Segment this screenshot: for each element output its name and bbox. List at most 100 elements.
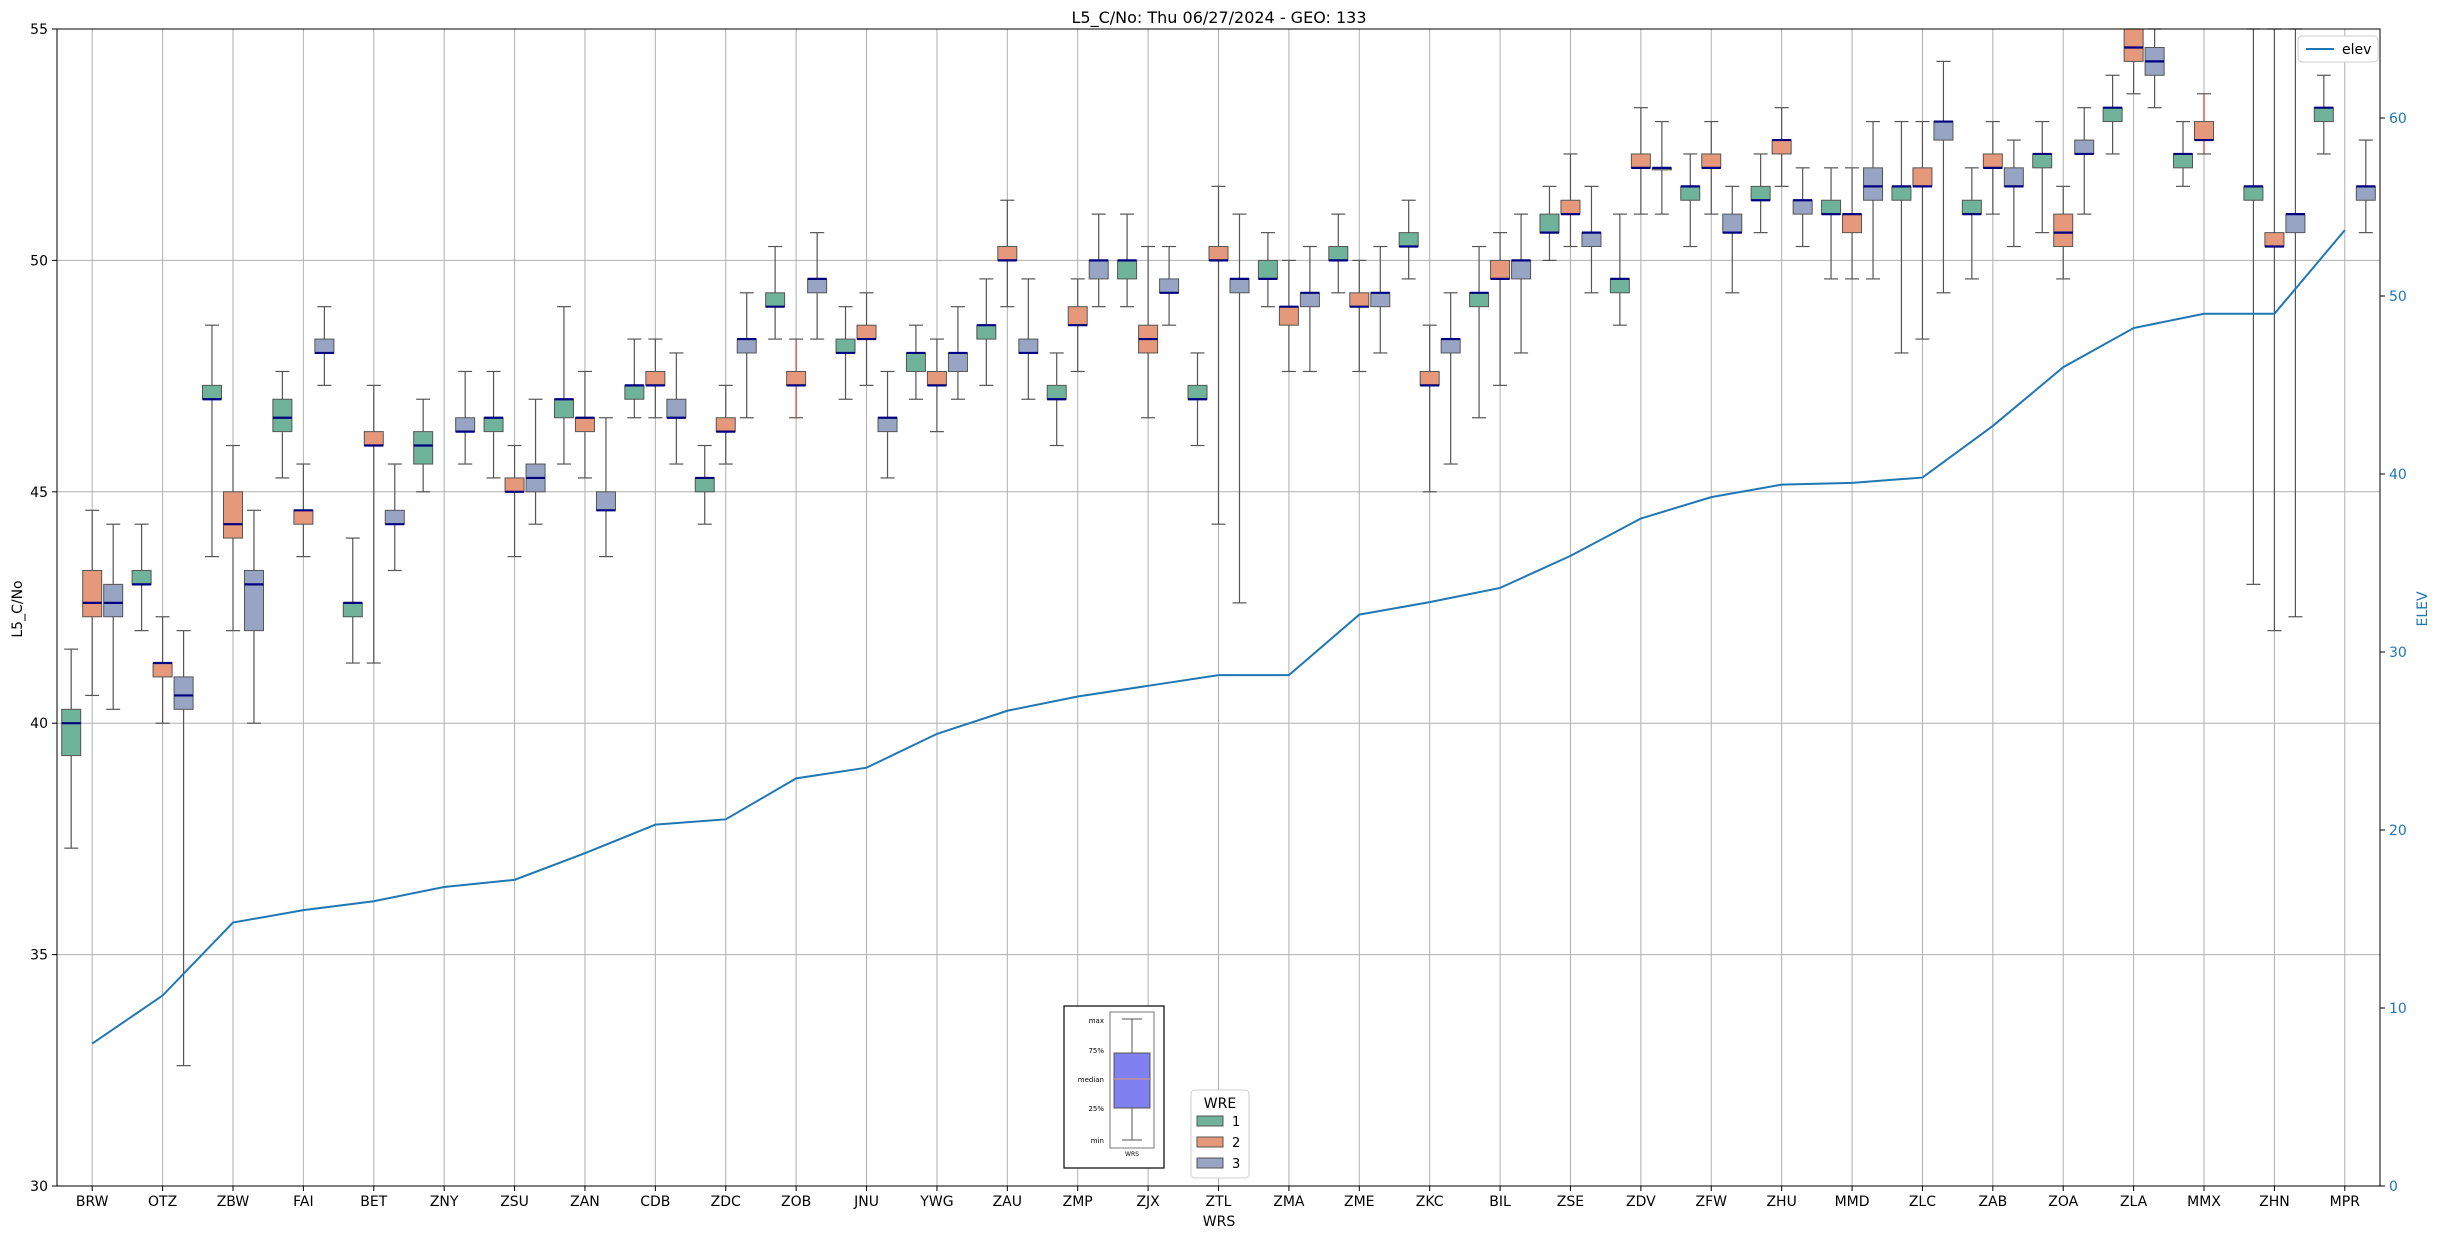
y-tick-label: 40 (30, 716, 48, 732)
box-wre1-zob (765, 245, 786, 340)
elev-line (91, 229, 2346, 1045)
boxplot-key-min: min (1091, 1137, 1104, 1145)
elev-legend: elev (2297, 35, 2379, 63)
elev-legend-label: elev (2342, 42, 2371, 58)
box-body (1722, 213, 1743, 234)
box-body (1440, 338, 1461, 354)
box-wre1-zau (976, 278, 997, 386)
box-body (363, 431, 384, 447)
box-wre3-bil (1511, 213, 1532, 354)
box-body (82, 569, 103, 618)
y-tick-label: 30 (30, 1179, 48, 1195)
box-body (1419, 370, 1440, 386)
wre-legend-swatch-3 (1196, 1157, 1224, 1169)
x-tick-label: ZFW (1696, 1194, 1728, 1210)
x-tick-label: ZME (1344, 1194, 1375, 1210)
y-axis-label: L5_C/No (10, 580, 26, 637)
box-body (272, 398, 293, 433)
box-wre1-zfw (1680, 153, 1701, 248)
box-body (2355, 185, 2376, 201)
box-body (1792, 199, 1813, 215)
box-wre1-bil (1469, 245, 1490, 419)
x-tick-label: ZDV (1626, 1194, 1656, 1210)
box-plots (61, 28, 2376, 1067)
box-body (2102, 107, 2123, 123)
y-tick-label: 55 (30, 22, 48, 38)
box-body (835, 338, 856, 354)
x-tick-label: ZDC (711, 1194, 741, 1210)
boxplot-key-median: median (1078, 1076, 1104, 1084)
box-wre3-zau (1018, 278, 1039, 400)
box-wre2-mmx (2194, 93, 2215, 155)
box-wre2-zau (997, 199, 1018, 308)
box-wre2-zme (1349, 259, 1370, 373)
box-body (807, 278, 828, 294)
box-wre3-zan (595, 417, 616, 558)
x-tick-label: ZSU (500, 1194, 529, 1210)
x-tick-label: CDB (640, 1194, 670, 1210)
box-body (1046, 384, 1067, 400)
box-wre1-brw (61, 648, 82, 849)
box-wre3-mpr (2355, 139, 2376, 234)
box-body (645, 370, 666, 386)
box-body (2032, 153, 2053, 169)
box-wre2-ywg (926, 338, 947, 433)
y2-tick-label: 20 (2389, 823, 2407, 839)
box-body (666, 398, 687, 419)
wre-legend-swatch-1 (1196, 1115, 1224, 1127)
x-tick-label: ZOA (2048, 1194, 2078, 1210)
chart-title: L5_C/No: Thu 06/27/2024 - GEO: 133 (1071, 8, 1366, 28)
y2-tick-label: 50 (2389, 289, 2407, 305)
box-wre1-zoa (2032, 120, 2053, 234)
box-wre3-ywg (947, 306, 968, 400)
box-body (1398, 232, 1419, 248)
box-wre3-brw (103, 523, 124, 710)
x-tick-label: ZAU (993, 1194, 1022, 1210)
y2-tick-label: 60 (2389, 111, 2407, 127)
box-wre1-zan (553, 306, 574, 465)
box-wre3-zjx (1159, 245, 1180, 326)
boxplot-key-inset: max 75% median 25% min WRS (1063, 1005, 1165, 1169)
box-wre1-zla (2102, 74, 2123, 155)
box-wre3-zfw (1722, 185, 1743, 294)
box-wre1-zmp (1046, 352, 1067, 447)
box-wre1-zme (1328, 213, 1349, 294)
y2-tick-label: 40 (2389, 467, 2407, 483)
box-body (2285, 213, 2306, 234)
box-body (1560, 199, 1581, 215)
box-wre3-zab (2003, 139, 2024, 248)
box-body (455, 417, 476, 433)
box-body (1117, 259, 1138, 280)
x-tick-label: BRW (76, 1194, 109, 1210)
box-wre3-otz (173, 630, 194, 1067)
box-wre3-mmd (1863, 120, 1884, 280)
box-wre1-ztl (1187, 352, 1208, 447)
box-wre3-zmp (1088, 213, 1109, 308)
box-wre3-zkc (1440, 292, 1461, 465)
box-body (1539, 213, 1560, 234)
box-body (413, 431, 434, 465)
boxplot-key-q3: 75% (1088, 1047, 1104, 1055)
box-body (1088, 259, 1109, 280)
y-tick-label: 45 (30, 485, 48, 501)
box-body (222, 491, 243, 539)
box-body (173, 676, 194, 710)
box-wre1-zjx (1117, 213, 1138, 308)
y-tick-label: 50 (30, 253, 48, 269)
box-wre1-bet (342, 537, 363, 664)
box-wre2-cdb (645, 338, 666, 419)
wre-legend-swatch-2 (1196, 1136, 1224, 1148)
box-wre3-zoa (2074, 107, 2095, 215)
box-body (997, 246, 1018, 261)
box-body (243, 569, 264, 632)
box-body (1257, 259, 1278, 280)
box-wre1-zab (1961, 167, 1982, 280)
box-body (1680, 185, 1701, 201)
box-body (1933, 121, 1954, 141)
box-body (715, 417, 736, 433)
x-tick-label: FAI (293, 1194, 313, 1210)
box-wre1-mpr (2313, 74, 2334, 155)
box-wre2-zdc (715, 384, 736, 465)
box-wre1-zdv (1609, 213, 1630, 326)
box-wre1-zny (413, 398, 434, 493)
